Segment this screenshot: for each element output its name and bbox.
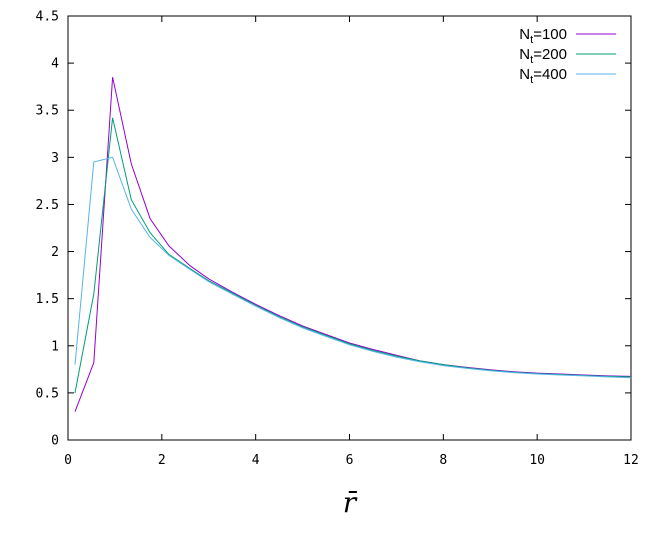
legend-label-3: Nt=400 <box>519 66 567 86</box>
y-tick-label: 2.5 <box>36 198 59 213</box>
y-tick-label: 1.5 <box>36 292 59 307</box>
x-tick-label: 6 <box>346 453 354 468</box>
y-tick-label: 4.5 <box>36 10 59 25</box>
axis-ticks: 0 2 4 6 8 10 12 0 0.5 1 1.5 2 2.5 3 3.5 4 4.5 <box>36 10 639 469</box>
x-tick-label: 8 <box>439 453 447 468</box>
x-tick-label: 12 <box>623 453 639 468</box>
x-axis-label: r̄ <box>343 486 358 519</box>
y-tick-label: 3 <box>51 151 59 166</box>
y-tick-label: 2 <box>51 245 59 260</box>
y-tick-label: 0 <box>51 434 59 449</box>
x-tick-label: 0 <box>64 453 72 468</box>
y-tick-label: 1 <box>51 339 59 354</box>
x-tick-label: 2 <box>158 453 166 468</box>
legend-label-1: Nt=100 <box>519 26 567 46</box>
series-line-2 <box>74 117 632 393</box>
series-layer <box>74 77 632 412</box>
y-tick-label: 3.5 <box>36 104 59 119</box>
y-tick-label: 4 <box>51 57 59 72</box>
series-line-3 <box>74 156 632 379</box>
y-tick-label: 0.5 <box>36 386 59 401</box>
x-tick-label: 4 <box>252 453 260 468</box>
series-line-1 <box>74 77 632 412</box>
legend-label-2: Nt=200 <box>519 46 567 66</box>
x-tick-label: 10 <box>529 453 545 468</box>
